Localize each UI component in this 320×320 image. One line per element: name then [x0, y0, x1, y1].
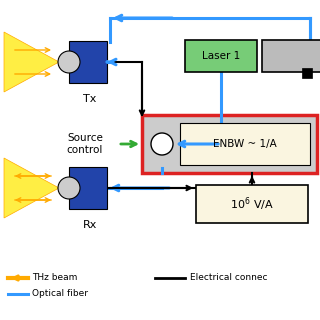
FancyBboxPatch shape: [69, 167, 107, 209]
FancyBboxPatch shape: [185, 40, 257, 72]
Text: Electrical connec: Electrical connec: [190, 274, 268, 283]
FancyBboxPatch shape: [302, 68, 312, 78]
Text: Optical fiber: Optical fiber: [32, 290, 88, 299]
Polygon shape: [4, 158, 59, 218]
Text: Laser 1: Laser 1: [202, 51, 240, 61]
Text: $10^6$ V/A: $10^6$ V/A: [230, 195, 274, 213]
Circle shape: [58, 51, 80, 73]
Text: Tx: Tx: [83, 94, 97, 104]
FancyBboxPatch shape: [69, 41, 107, 83]
Circle shape: [58, 177, 80, 199]
FancyBboxPatch shape: [180, 123, 310, 165]
Text: Source
control: Source control: [67, 133, 103, 155]
FancyBboxPatch shape: [142, 115, 317, 173]
Circle shape: [151, 133, 173, 155]
FancyBboxPatch shape: [196, 185, 308, 223]
Text: THz beam: THz beam: [32, 274, 77, 283]
FancyBboxPatch shape: [262, 40, 320, 72]
Text: ENBW ~ 1/A: ENBW ~ 1/A: [213, 139, 277, 149]
Text: Rx: Rx: [83, 220, 97, 230]
Polygon shape: [4, 32, 59, 92]
